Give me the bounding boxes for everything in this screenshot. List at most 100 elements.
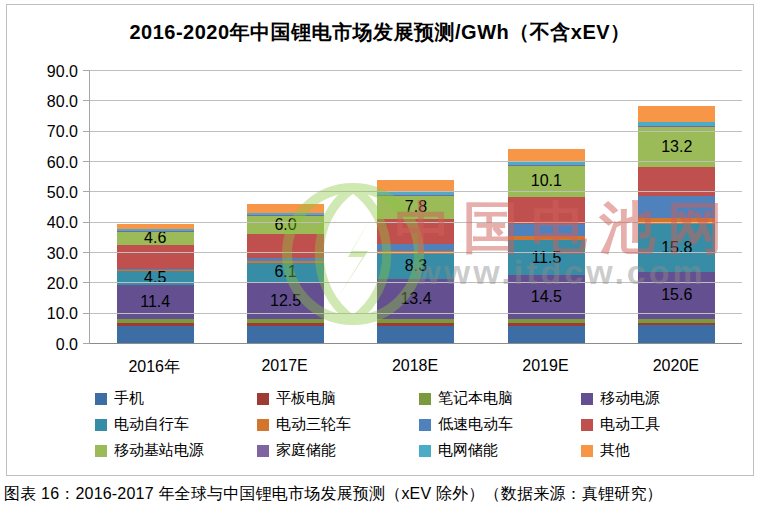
- gridline-10.0: [90, 313, 742, 314]
- segment-低速电动车: [508, 224, 585, 236]
- legend-item-电网储能: 电网储能: [419, 441, 581, 460]
- segment-低速电动车: [638, 196, 715, 217]
- legend-label: 移动基站电源: [114, 441, 204, 460]
- segment-平板电脑: [508, 323, 585, 325]
- y-axis-label: 60.0: [47, 154, 78, 172]
- legend-swatch-icon: [581, 393, 593, 405]
- y-tick: [83, 161, 90, 162]
- x-axis-label-2018E: 2018E: [350, 357, 480, 378]
- segment-笔记本电脑: [117, 319, 194, 323]
- y-tick: [83, 343, 90, 344]
- segment-家庭储能: [377, 195, 454, 196]
- segment-低速电动车: [247, 258, 324, 261]
- segment-平板电脑: [638, 323, 715, 325]
- segment-平板电脑: [377, 323, 454, 325]
- legend-label: 手机: [114, 389, 144, 408]
- legend-item-手机: 手机: [95, 389, 257, 408]
- segment-其他: [117, 224, 194, 229]
- segment-value-label: 6.1: [274, 264, 296, 280]
- plot-area: 11.44.54.612.56.16.013.48.37.814.511.510…: [89, 71, 742, 344]
- segment-电动三轮车: [638, 218, 715, 224]
- segment-笔记本电脑: [247, 319, 324, 323]
- x-axis-label-2020E: 2020E: [611, 357, 741, 378]
- segment-手机: [247, 326, 324, 344]
- segment-value-label: 15.8: [661, 240, 692, 256]
- chart-title: 2016-2020年中国锂电市场发展预测/GWh（不含xEV）: [7, 19, 753, 46]
- legend-label: 电网储能: [438, 441, 498, 460]
- stacked-bar-2017E: 12.5 6.1 6.0: [247, 204, 324, 344]
- legend-label: 电动自行车: [114, 415, 189, 434]
- gridline-60.0: [90, 161, 742, 162]
- legend-item-移动基站电源: 移动基站电源: [95, 441, 257, 460]
- legend-swatch-icon: [419, 419, 431, 431]
- segment-电网储能: [638, 122, 715, 126]
- legend-swatch-icon: [581, 445, 593, 457]
- stacked-bar-2016年: 11.44.54.6: [117, 224, 194, 344]
- y-tick: [83, 191, 90, 192]
- segment-value-label: 12.5: [270, 293, 301, 309]
- segment-电动自行车: 6.1: [247, 263, 324, 282]
- legend-label: 平板电脑: [276, 389, 336, 408]
- segment-笔记本电脑: [638, 319, 715, 323]
- segment-电动工具: [117, 245, 194, 268]
- gridline-70.0: [90, 131, 742, 132]
- segment-value-label: 13.2: [661, 139, 692, 155]
- y-axis-label: 10.0: [47, 305, 78, 323]
- gridline-80.0: [90, 100, 742, 101]
- legend-label: 电动三轮车: [276, 415, 351, 434]
- y-tick: [83, 70, 90, 71]
- segment-value-label: 8.3: [405, 258, 427, 274]
- x-axis-label-2017E: 2017E: [219, 357, 349, 378]
- segment-value-label: 6.0: [274, 217, 296, 233]
- segment-其他: [377, 180, 454, 192]
- segment-电动工具: [377, 219, 454, 244]
- segment-家庭储能: [638, 126, 715, 128]
- segment-电动自行车: 8.3: [377, 254, 454, 279]
- segment-电网储能: [117, 229, 194, 231]
- segment-电动三轮车: [508, 236, 585, 240]
- segment-平板电脑: [117, 323, 194, 326]
- legend-label: 电动工具: [600, 415, 660, 434]
- y-tick: [83, 100, 90, 101]
- y-tick: [83, 131, 90, 132]
- legend-label: 笔记本电脑: [438, 389, 513, 408]
- segment-移动基站电源: 4.6: [117, 231, 194, 245]
- legend-item-电动自行车: 电动自行车: [95, 415, 257, 434]
- segment-电动工具: [247, 234, 324, 258]
- legend-item-电动三轮车: 电动三轮车: [257, 415, 419, 434]
- legend-label: 家庭储能: [276, 441, 336, 460]
- segment-其他: [508, 149, 585, 162]
- segment-其他: [247, 204, 324, 212]
- y-axis-label: 80.0: [47, 93, 78, 111]
- segment-家庭储能: [247, 215, 324, 216]
- legend-swatch-icon: [95, 419, 107, 431]
- segment-电动自行车: 15.8: [638, 224, 715, 272]
- segment-其他: [638, 106, 715, 122]
- legend-item-低速电动车: 低速电动车: [419, 415, 581, 434]
- y-axis-label: 30.0: [47, 245, 78, 263]
- y-tick: [83, 222, 90, 223]
- y-tick: [83, 313, 90, 314]
- legend-item-电动工具: 电动工具: [581, 415, 743, 434]
- stacked-bar-2020E: 15.6 15.8 13.2: [638, 106, 715, 344]
- legend-label: 低速电动车: [438, 415, 513, 434]
- figure-caption: 图表 16：2016-2017 年全球与中国锂电市场发展预测（xEV 除外）（数…: [4, 484, 760, 505]
- legend-swatch-icon: [257, 445, 269, 457]
- segment-手机: [508, 326, 585, 345]
- segment-value-label: 4.5: [144, 270, 166, 286]
- y-axis-label: 70.0: [47, 123, 78, 141]
- stacked-bar-2019E: 14.511.510.1: [508, 149, 585, 344]
- segment-value-label: 15.6: [661, 287, 692, 303]
- segment-手机: [117, 326, 194, 344]
- gridline-40.0: [90, 222, 742, 223]
- gridline-90.0: [90, 70, 742, 71]
- segment-手机: [638, 325, 715, 344]
- y-axis-label: 50.0: [47, 184, 78, 202]
- segment-电网储能: [247, 213, 324, 215]
- segment-value-label: 7.8: [405, 199, 427, 215]
- y-axis-label: 0.0: [56, 336, 78, 354]
- segment-电动三轮车: [247, 261, 324, 263]
- gridline-50.0: [90, 191, 742, 192]
- y-tick: [83, 252, 90, 253]
- segment-低速电动车: [117, 269, 194, 270]
